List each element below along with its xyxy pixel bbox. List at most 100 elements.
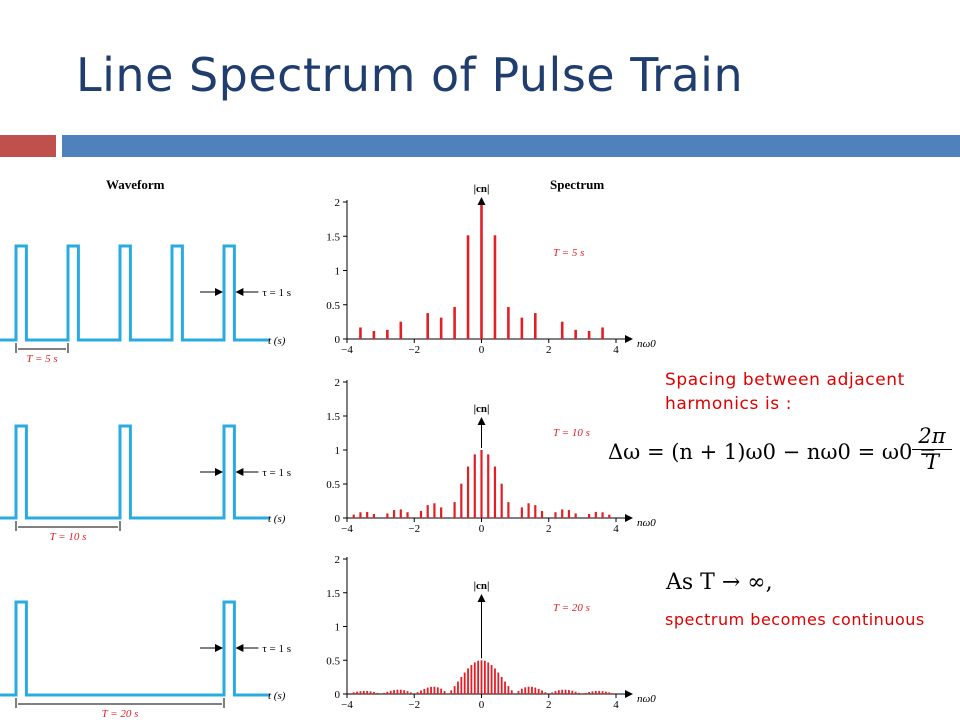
spectral-line [598,690,601,694]
spectrum-group: 0 0.5 1 1.5 2 −4 −2 0 2 4 nω0 |cn| T = 5 s 0 0.5 1 1.5 2 −… [326,183,656,711]
spectral-line [376,692,379,694]
spectrum-period-label: T = 20 s [553,602,590,614]
spectral-line [409,692,412,694]
spectral-line [396,689,399,694]
x-tick-label: 0 [479,699,485,711]
accent-bar-red [0,135,56,157]
spectral-line [507,306,510,339]
spectral-line [564,689,567,694]
spectral-line [399,689,402,694]
spectral-line [460,676,463,694]
x-tick-label: 4 [613,344,619,356]
spectral-line [578,692,580,694]
waveform-heading: Waveform [106,177,165,192]
pulse-train-1 [0,244,270,342]
equation-left: Δω = (n + 1)ω0 − nω0 = ω0 = [608,440,937,464]
spectral-line [467,668,469,694]
spectral-line [527,503,530,518]
y-tick-label: 0.5 [326,300,340,312]
spectral-line [436,687,439,694]
equation-fraction: 2π T [912,424,952,474]
spectral-line [433,686,436,694]
x-tick-label: 2 [546,523,552,535]
spectral-line [500,483,503,518]
slide-title: Line Spectrum of Pulse Train [76,48,744,102]
spectral-line [399,509,402,518]
spectral-line [507,686,510,694]
spectral-line [403,690,406,694]
spectral-line [561,689,564,694]
spectral-line [359,327,362,339]
spectral-line [439,317,443,339]
spectral-line [453,502,456,518]
spectral-line [453,686,456,694]
magnitude-label: |cn| [474,403,490,415]
spectral-line [460,483,463,518]
x-tick-label: 0 [479,523,485,535]
spectral-line [487,662,490,694]
spacing-note-line1: Spacing between adjacent [665,370,905,390]
spectral-line [534,687,537,694]
spectral-line [393,690,395,694]
spectral-line [356,691,358,694]
spectral-line [534,505,537,518]
y-tick-label: 0.5 [326,479,340,491]
spectral-line [480,202,483,339]
y-tick-label: 0 [335,334,341,346]
y-tick-label: 1 [335,622,341,634]
period-label: T = 10 s [50,531,87,543]
spacing-equation: Δω = (n + 1)ω0 − nω0 = ω0 = [608,440,937,464]
spectral-line [453,306,456,339]
spectral-line [389,690,392,694]
fraction-numerator: 2π [912,424,952,450]
spectral-line [554,691,557,694]
y-tick-label: 1 [335,445,341,457]
spectral-line [490,665,493,694]
x-tick-label: 4 [613,523,619,535]
x-tick-label: 4 [613,699,619,711]
y-tick-label: 1 [335,266,341,278]
spectral-line [440,507,443,518]
spectral-line [352,692,355,694]
y-tick-label: 0 [335,689,341,701]
spectral-line [373,692,375,694]
spectral-line [588,692,590,694]
spectral-line [487,454,490,518]
x-tick-label: 2 [546,344,552,356]
spectrum-period-label: T = 5 s [553,247,584,259]
waveform-group: τ = 1 s t (s) T = 5 s τ = 1 s t (s) T = 10 s τ… [0,244,291,720]
y-tick-label: 0.5 [326,655,340,667]
spectral-line [574,691,577,694]
spectral-line [497,672,500,694]
spectral-line [554,512,557,518]
spectral-line [466,235,470,339]
spectral-line [480,660,483,694]
spectral-line [574,329,577,339]
spectral-line [594,690,597,694]
spectral-line [362,690,365,694]
spectral-line [510,690,513,694]
spacing-note-line2: harmonics is : [665,394,793,414]
spectral-line [560,321,564,339]
time-axis-label: t (s) [268,513,286,525]
spectral-line [520,507,523,518]
pulse-train-2 [0,424,270,520]
spectral-line [457,681,459,694]
spectral-line [383,692,385,694]
spectral-line [443,690,446,694]
spectral-line [601,691,604,694]
spectral-line [473,662,476,694]
spacing-note: Spacing between adjacent harmonics is : [665,368,905,416]
spectral-line [473,454,476,518]
x-tick-label: −4 [341,344,353,356]
spectral-line [568,690,570,694]
spectrum-period-label: T = 10 s [553,427,590,439]
spectral-line [571,690,574,694]
spectral-line [605,691,607,694]
fraction-denominator: T [924,450,939,474]
magnitude-label: |cn| [474,580,490,592]
spectral-line [601,327,604,339]
x-tick-label: −2 [408,344,420,356]
spectral-line [426,687,429,694]
